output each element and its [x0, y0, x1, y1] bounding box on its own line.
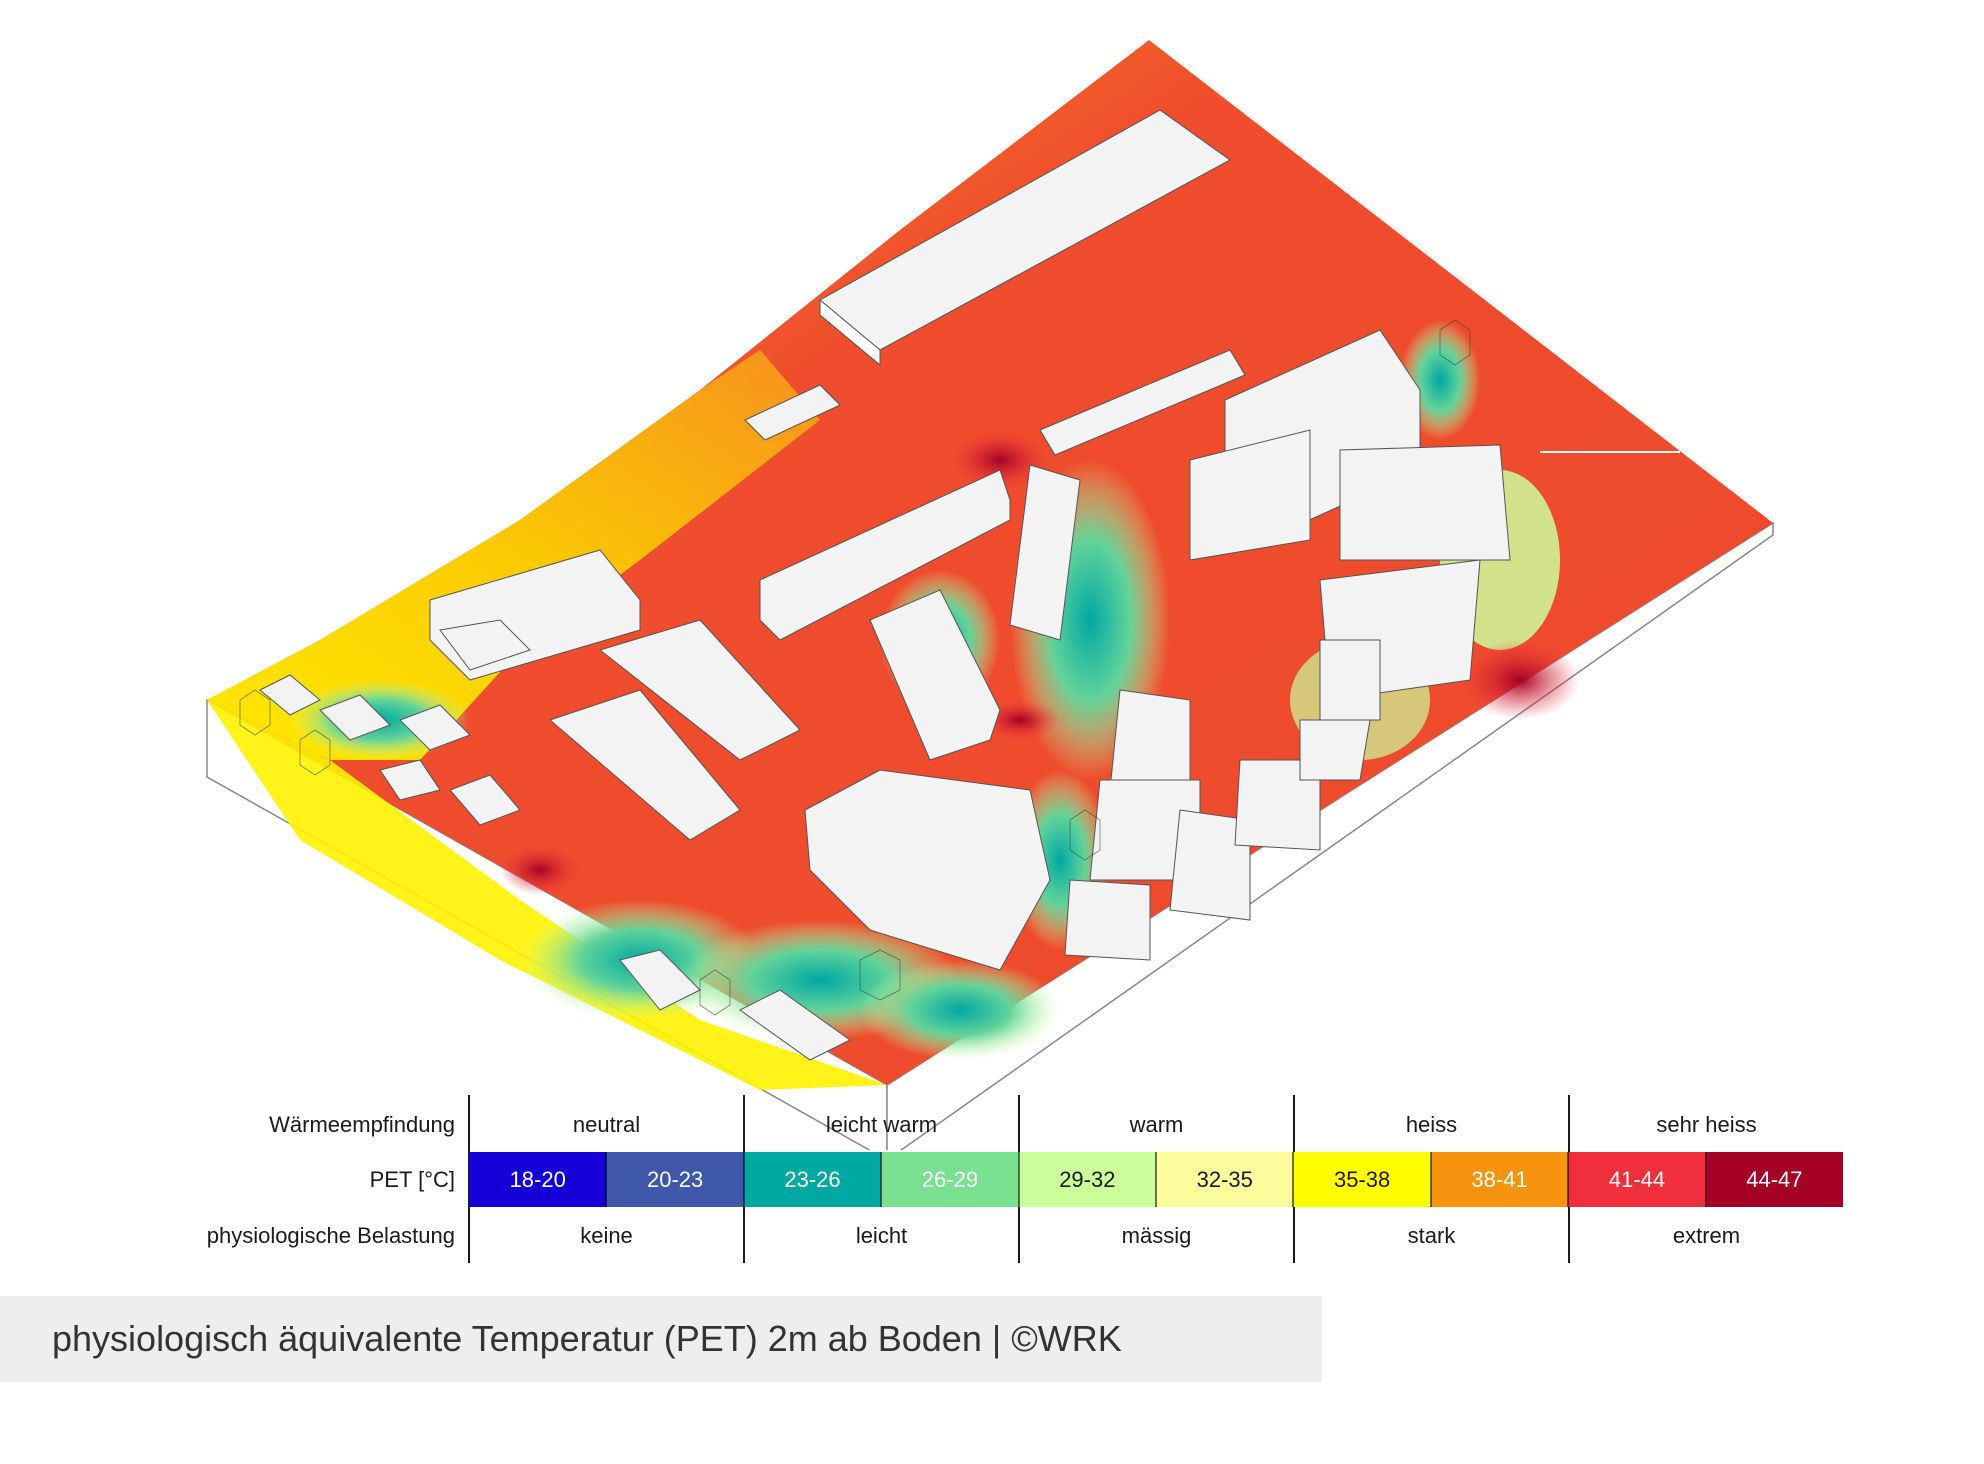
swatch-41-44: 41-44 [1567, 1152, 1706, 1207]
swatch-26-29: 26-29 [880, 1152, 1019, 1207]
legend-sensation-neutral: neutral [572, 1112, 641, 1137]
swatch-20-23: 20-23 [605, 1152, 744, 1207]
legend-row-label-stress: physiologische Belastung [206, 1223, 455, 1248]
legend-sensation-sehr-heiss: sehr heiss [1656, 1112, 1757, 1137]
legend-stress-leicht: leicht [855, 1223, 908, 1248]
swatch-38-41: 38-41 [1429, 1152, 1569, 1207]
pet-map [206, 40, 1774, 1150]
caption-bar: physiologisch äquivalente Temperatur (PE… [0, 1296, 1322, 1382]
legend: Wärmeempfindung PET [°C] physiologische … [0, 1090, 1984, 1270]
legend-row-label-sensation: Wärmeempfindung [269, 1112, 455, 1137]
tree-wireframes [239, 319, 1471, 1016]
legend-stress-extrem: extrem [1672, 1223, 1741, 1248]
legend-sensation-heiss: heiss [1405, 1112, 1458, 1137]
swatch-44-47: 44-47 [1704, 1152, 1844, 1207]
swatch-29-32: 29-32 [1017, 1152, 1157, 1207]
legend-sensation-warm: warm [1129, 1112, 1184, 1137]
swatch-32-35: 32-35 [1155, 1152, 1294, 1207]
legend-stress-stark: stark [1407, 1223, 1456, 1248]
legend-row-label-pet: PET [°C] [369, 1167, 455, 1192]
legend-stress-maessig: mässig [1121, 1223, 1192, 1248]
swatch-18-20: 18-20 [469, 1152, 607, 1207]
legend-sensation-leicht-warm: leicht warm [825, 1112, 938, 1137]
pet-color-scale: 18-20 20-23 23-26 26-29 29-32 32-35 35-3… [469, 1152, 1844, 1207]
swatch-35-38: 35-38 [1292, 1152, 1431, 1207]
caption-text: physiologisch äquivalente Temperatur (PE… [52, 1318, 1122, 1359]
swatch-23-26: 23-26 [742, 1152, 882, 1207]
legend-stress-keine: keine [580, 1223, 633, 1248]
buildings [259, 109, 1511, 1061]
